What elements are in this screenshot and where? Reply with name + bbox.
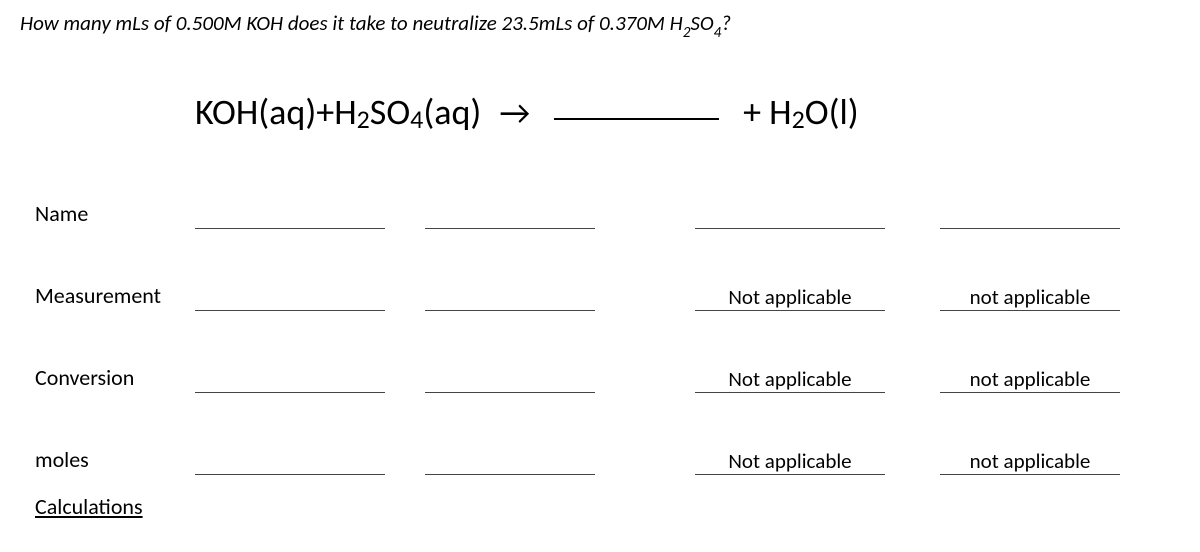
product-blank (554, 118, 719, 120)
eq-plus1: + (316, 90, 334, 134)
moles-slot-1 (195, 449, 385, 475)
measurement-slot-3: Not applicable (695, 285, 885, 311)
row-moles: moles Not applicable not applicable (35, 435, 1180, 475)
conversion-slot-1 (195, 367, 385, 393)
name-slot-4 (940, 203, 1120, 229)
question-sub2: 4 (714, 24, 722, 42)
equation: KOH(aq) + H2SO4(aq) → + H2O(l) (195, 90, 1180, 134)
label-measurement: Measurement (35, 282, 195, 311)
measurement-slot-1 (195, 285, 385, 311)
label-name: Name (35, 200, 195, 229)
eq-sub4: 4 (410, 103, 423, 135)
question-suffix: ? (721, 10, 731, 36)
question-mid: SO (690, 10, 713, 36)
conversion-slot-4: not applicable (940, 367, 1120, 393)
eq-sub2b: 2 (792, 103, 805, 135)
arrow-icon: → (499, 93, 530, 134)
label-calculations: Calculations (35, 493, 1180, 520)
row-name: Name (35, 189, 1180, 229)
label-conversion: Conversion (35, 364, 195, 393)
moles-slot-2 (425, 449, 595, 475)
eq-sub2a: 2 (357, 103, 370, 135)
name-slot-3 (695, 203, 885, 229)
question-text: How many mLs of 0.500M KOH does it take … (20, 10, 1180, 40)
worksheet-table: Name Measurement Not applicable not appl… (35, 189, 1180, 475)
row-conversion: Conversion Not applicable not applicable (35, 353, 1180, 393)
row-measurement: Measurement Not applicable not applicabl… (35, 271, 1180, 311)
measurement-slot-2 (425, 285, 595, 311)
eq-so: SO (370, 90, 410, 134)
conversion-slot-2 (425, 367, 595, 393)
question-sub1: 2 (683, 24, 691, 42)
eq-aq: (aq) (423, 90, 481, 134)
moles-slot-3: Not applicable (695, 449, 885, 475)
conversion-slot-3: Not applicable (695, 367, 885, 393)
eq-ol: O(l) (805, 90, 859, 134)
name-slot-1 (195, 203, 385, 229)
name-slot-2 (425, 203, 595, 229)
moles-slot-4: not applicable (940, 449, 1120, 475)
eq-plus2: + H (743, 90, 792, 134)
question-prefix: How many mLs of 0.500M KOH does it take … (20, 10, 683, 36)
measurement-slot-4: not applicable (940, 285, 1120, 311)
eq-h: H (334, 90, 356, 134)
label-moles: moles (35, 446, 195, 475)
eq-koh: KOH(aq) (195, 90, 316, 134)
